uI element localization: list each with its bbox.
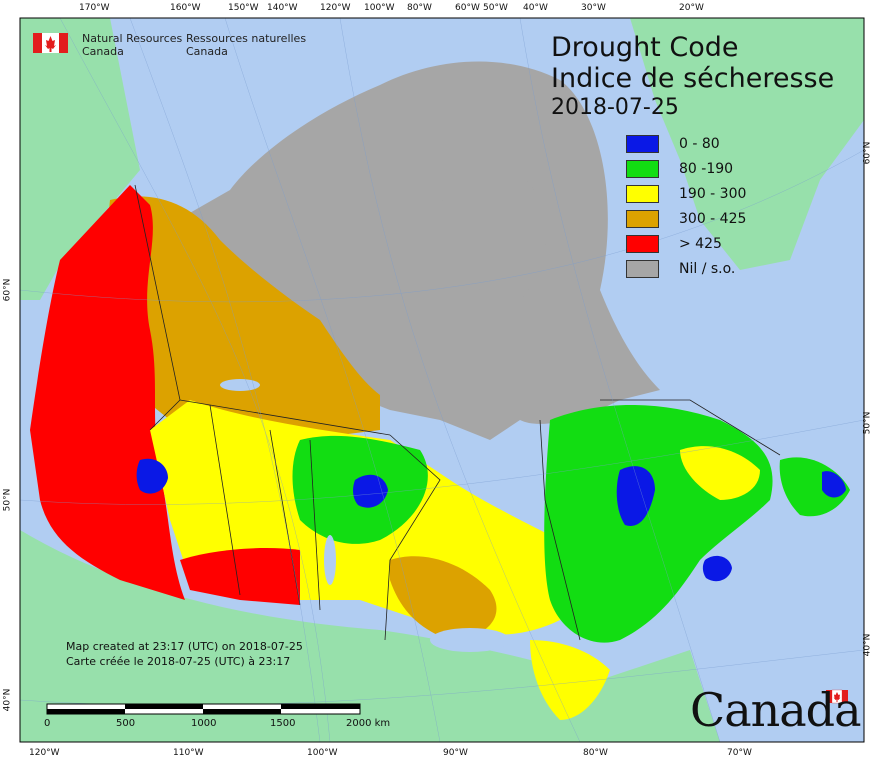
legend-swatch — [626, 260, 659, 278]
legend-label: 300 - 425 — [679, 211, 747, 227]
lon-label-top: 100°W — [364, 3, 395, 13]
lon-label-bottom: 110°W — [173, 748, 204, 758]
great-lakes — [430, 628, 510, 652]
lon-label-top: 150°W — [228, 3, 259, 13]
wordmark-flag-icon — [826, 689, 848, 704]
greenland-land — [630, 18, 864, 270]
lon-label-bottom: 90°W — [443, 748, 468, 758]
lat-label-left: 40°N — [2, 688, 13, 712]
nodata-baffin — [440, 155, 547, 300]
legend-swatch — [626, 160, 659, 178]
zone-0-80-alberta — [136, 458, 168, 494]
lat-label-right: 60°N — [862, 141, 873, 165]
lon-label-top: 120°W — [320, 3, 351, 13]
scale-label: 1000 — [191, 718, 217, 729]
scale-label: 1500 — [270, 718, 296, 729]
scale-label: 0 — [44, 718, 51, 729]
lon-label-top: 80°W — [407, 3, 432, 13]
zone-80-190-newfoundland — [779, 457, 850, 517]
zone-190-300-quebec — [680, 446, 760, 500]
zone-0-80-quebec — [616, 466, 655, 526]
lon-label-top: 140°W — [267, 3, 298, 13]
lat-label-left: 50°N — [2, 488, 13, 512]
map-date: 2018-07-25 — [551, 95, 679, 120]
scale-label: 2000 km — [346, 718, 391, 729]
lat-label-right: 50°N — [862, 411, 873, 435]
zone-190-300-south — [530, 640, 610, 720]
agency-en-line1: Natural Resources — [82, 32, 183, 45]
zone-425-west — [30, 185, 185, 600]
credit-en: Map created at 23:17 (UTC) on 2018-07-25 — [66, 640, 303, 653]
great-slave-lake — [220, 379, 260, 391]
agency-name-en: Natural Resources Canada — [82, 32, 182, 58]
legend-swatch — [626, 135, 659, 153]
zone-0-80-nfld — [822, 471, 846, 498]
legend-label: > 425 — [679, 236, 722, 252]
lon-label-top: 160°W — [170, 3, 201, 13]
lat-label-right: 40°N — [862, 633, 873, 657]
scale-label: 500 — [116, 718, 136, 729]
lon-label-top: 30°W — [581, 3, 606, 13]
legend-swatch — [626, 235, 659, 253]
zone-425-prairie — [180, 548, 300, 605]
legend-label: 190 - 300 — [679, 186, 747, 202]
lon-label-top: 40°W — [523, 3, 548, 13]
map-title-fr: Indice de sécheresse — [551, 63, 835, 94]
legend-item: Nil / s.o. — [626, 260, 735, 278]
legend-label: Nil / s.o. — [679, 261, 736, 277]
agency-name-fr: Ressources naturelles Canada — [186, 32, 306, 58]
scale-bar — [46, 703, 361, 715]
legend-swatch — [626, 210, 659, 228]
lon-label-top: 20°W — [679, 3, 704, 13]
canada-wordmark: Canada — [690, 683, 862, 737]
legend-item: 300 - 425 — [626, 210, 746, 228]
agency-en-line2: Canada — [82, 45, 124, 58]
lon-label-top: 60°W — [455, 3, 480, 13]
lon-label-bottom: 70°W — [727, 748, 752, 758]
lon-label-bottom: 120°W — [29, 748, 60, 758]
zone-300-425-ontario — [390, 556, 497, 640]
lat-label-left: 60°N — [2, 278, 13, 302]
legend-swatch — [626, 185, 659, 203]
map-frame — [19, 17, 865, 743]
legend-item: 190 - 300 — [626, 185, 746, 203]
alaska-land — [20, 18, 140, 300]
lon-label-bottom: 80°W — [583, 748, 608, 758]
province-borders — [134, 184, 781, 641]
lon-label-top: 170°W — [79, 3, 110, 13]
map-title-en: Drought Code — [551, 32, 739, 63]
legend-item: 80 -190 — [626, 160, 733, 178]
zone-0-80-nb — [702, 555, 732, 582]
agency-fr-line2: Canada — [186, 45, 228, 58]
credit-fr: Carte créée le 2018-07-25 (UTC) à 23:17 — [66, 655, 291, 668]
canada-flag-icon — [33, 33, 68, 53]
zone-300-425-north — [100, 196, 380, 440]
agency-fr-line1: Ressources naturelles — [186, 32, 307, 45]
lon-label-top: 50°W — [483, 3, 508, 13]
lon-label-bottom: 100°W — [307, 748, 338, 758]
legend-label: 0 - 80 — [679, 136, 720, 152]
legend-item: 0 - 80 — [626, 135, 720, 153]
legend-label: 80 -190 — [679, 161, 734, 177]
legend-item: > 425 — [626, 235, 722, 253]
lake-winnipeg — [324, 535, 336, 585]
